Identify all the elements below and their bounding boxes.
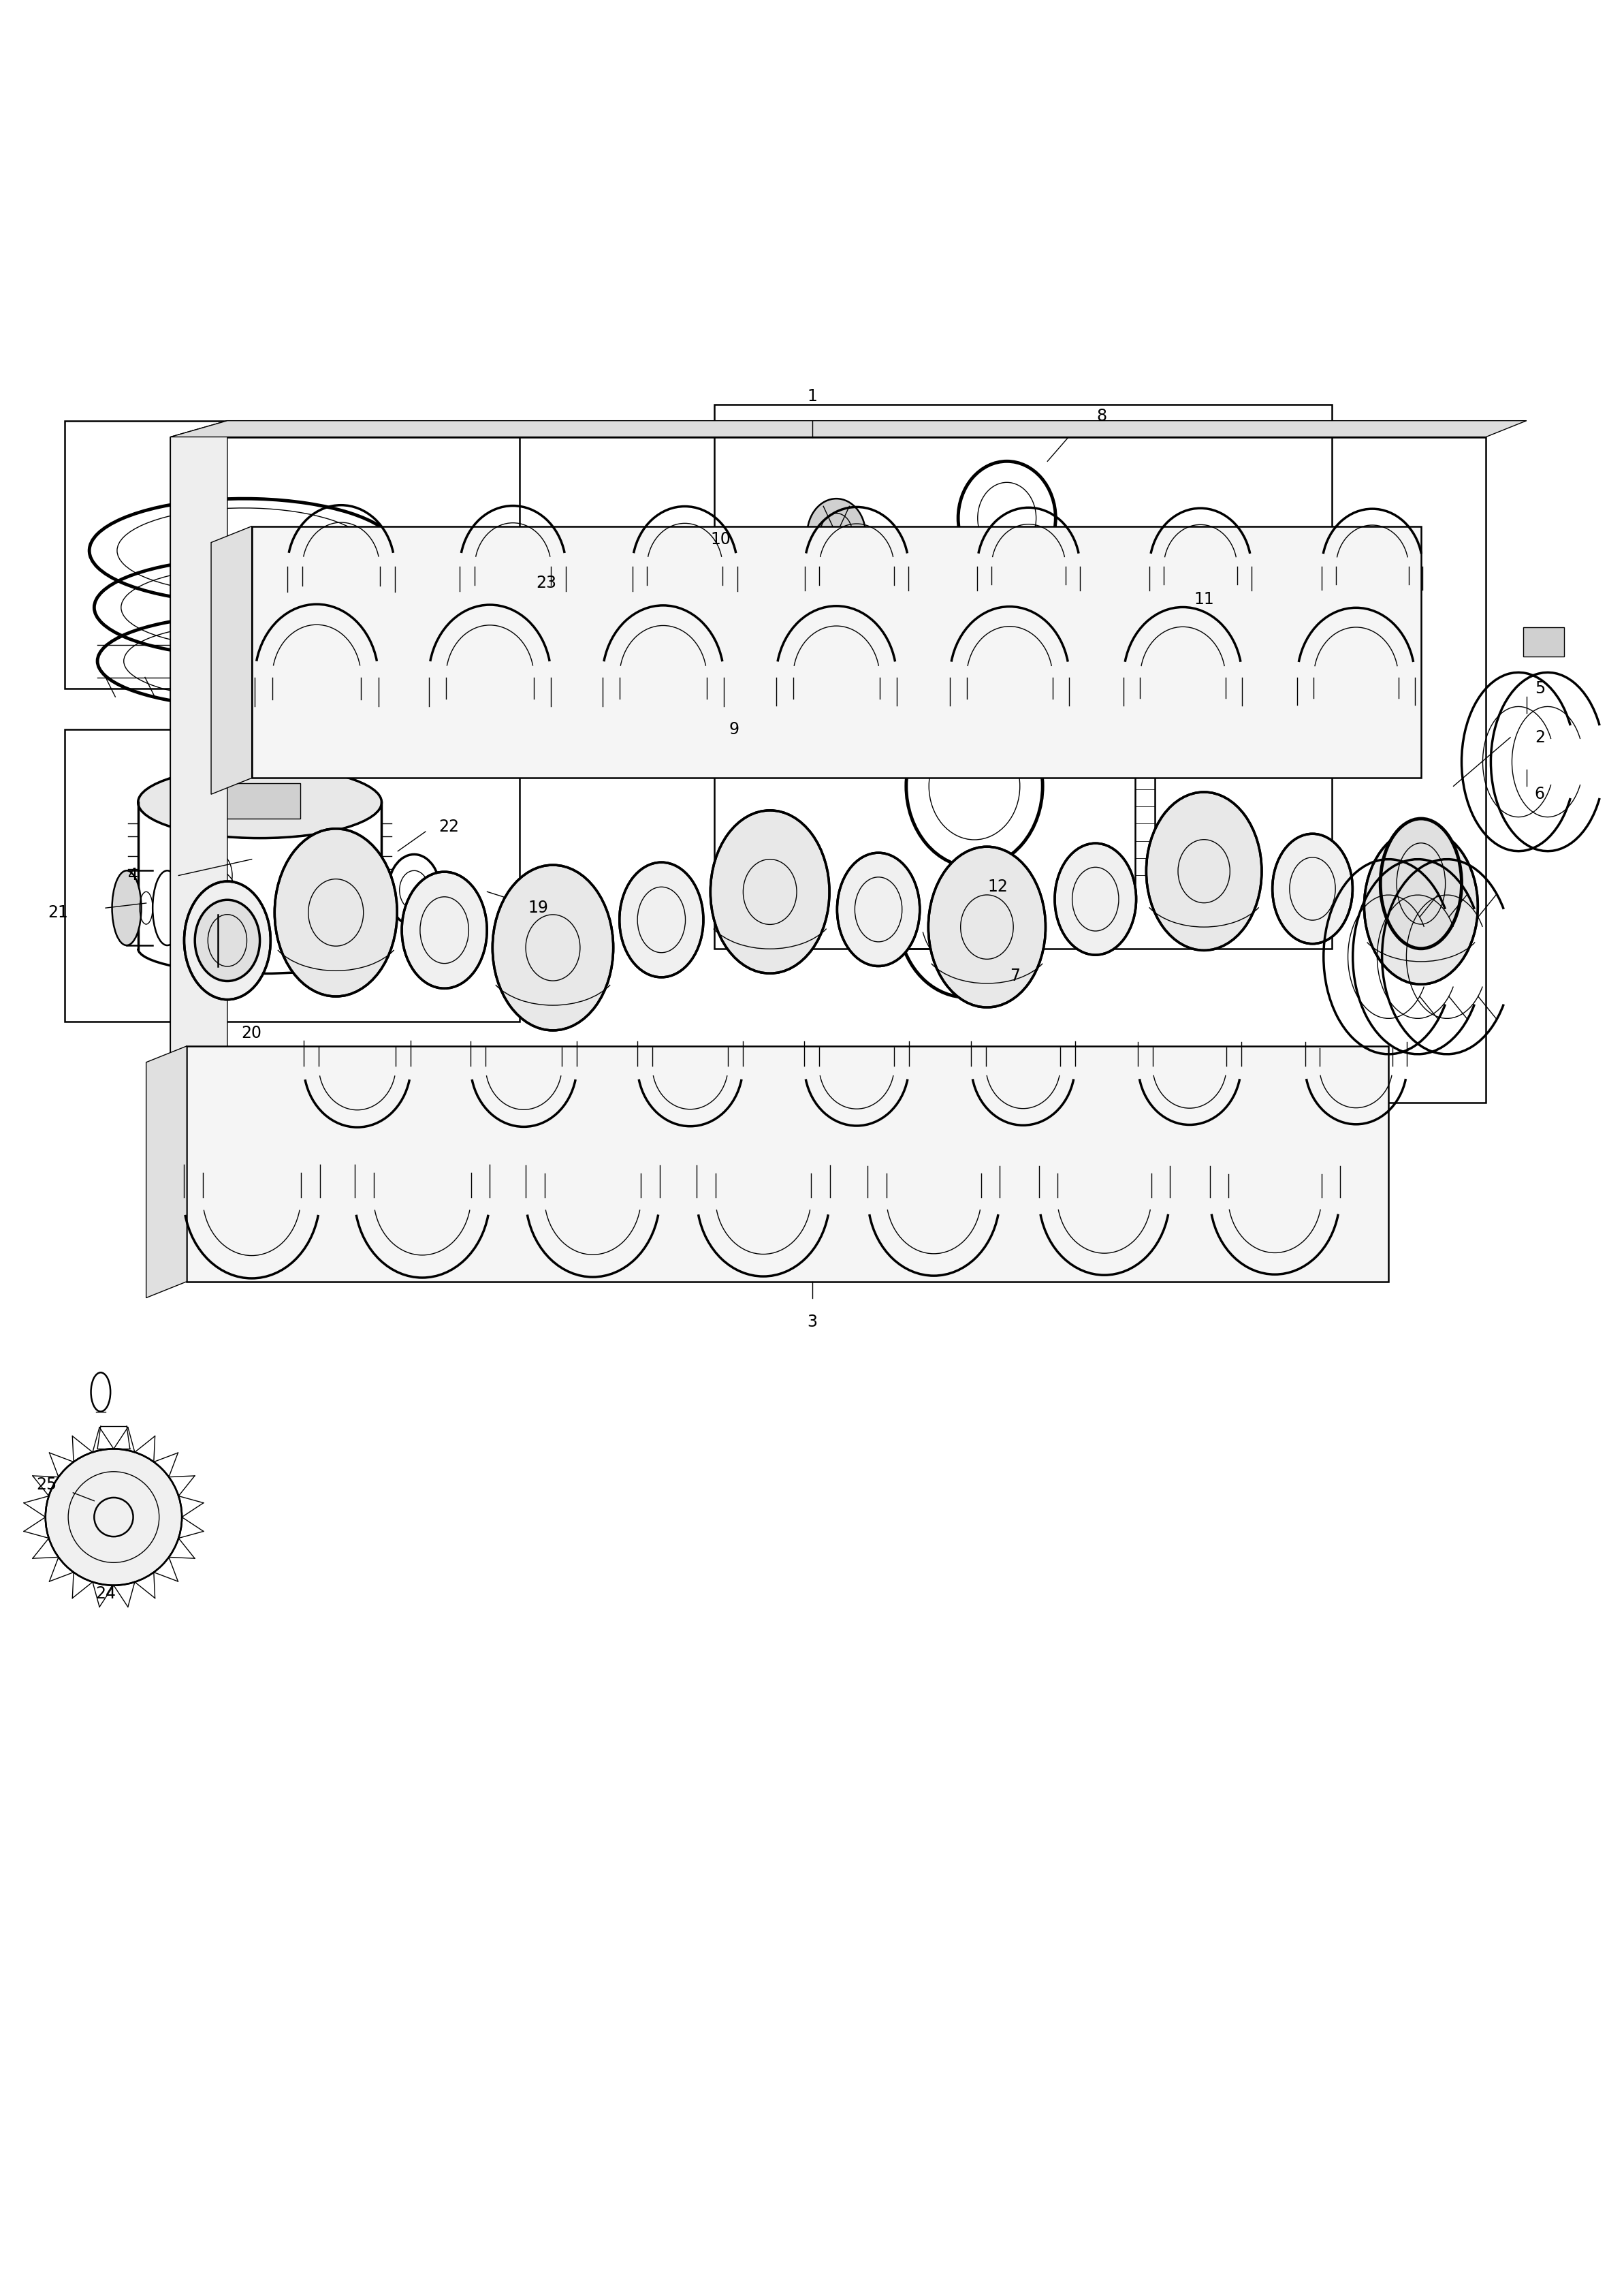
- Ellipse shape: [1364, 828, 1478, 983]
- Text: 12: 12: [987, 878, 1009, 894]
- Ellipse shape: [948, 883, 1000, 922]
- Ellipse shape: [274, 828, 398, 997]
- Ellipse shape: [401, 871, 487, 988]
- Ellipse shape: [1121, 677, 1169, 716]
- Ellipse shape: [619, 862, 703, 977]
- Ellipse shape: [492, 864, 614, 1031]
- Ellipse shape: [710, 810, 830, 974]
- Polygon shape: [146, 1045, 187, 1297]
- Bar: [1523, 627, 1564, 656]
- Text: 20: 20: [242, 1025, 261, 1041]
- Text: 10: 10: [710, 531, 731, 547]
- Text: 6: 6: [1535, 787, 1544, 803]
- Text: 9: 9: [729, 720, 739, 736]
- Polygon shape: [171, 421, 1527, 437]
- Text: 21: 21: [47, 906, 68, 922]
- Text: 4: 4: [128, 867, 138, 883]
- Polygon shape: [211, 526, 252, 794]
- Ellipse shape: [836, 853, 919, 965]
- Ellipse shape: [1272, 835, 1353, 945]
- Text: 24: 24: [96, 1585, 115, 1601]
- Ellipse shape: [929, 846, 1046, 1006]
- Ellipse shape: [112, 871, 141, 945]
- Bar: [715, 405, 1332, 949]
- Polygon shape: [187, 1045, 1389, 1281]
- Ellipse shape: [1147, 791, 1262, 951]
- Text: 5: 5: [1535, 682, 1544, 698]
- Text: 25: 25: [36, 1477, 57, 1493]
- Bar: [171, 437, 1486, 1102]
- Ellipse shape: [1054, 844, 1137, 956]
- Text: 8: 8: [1096, 407, 1106, 423]
- Text: 11: 11: [1194, 590, 1213, 608]
- Bar: [65, 730, 520, 1022]
- Text: 19: 19: [528, 899, 549, 917]
- Ellipse shape: [1380, 819, 1462, 949]
- Polygon shape: [171, 421, 227, 1102]
- Text: 7: 7: [1010, 967, 1020, 983]
- Bar: [219, 782, 300, 819]
- Ellipse shape: [184, 880, 271, 999]
- Polygon shape: [252, 526, 1421, 778]
- Ellipse shape: [138, 766, 382, 837]
- Text: 23: 23: [536, 574, 557, 592]
- Text: 1: 1: [807, 389, 817, 405]
- Text: 2: 2: [1535, 730, 1544, 746]
- Text: 22: 22: [438, 819, 460, 835]
- Bar: [65, 421, 520, 688]
- Ellipse shape: [45, 1450, 182, 1585]
- Ellipse shape: [807, 499, 866, 569]
- Text: 3: 3: [807, 1315, 817, 1331]
- Ellipse shape: [195, 899, 260, 981]
